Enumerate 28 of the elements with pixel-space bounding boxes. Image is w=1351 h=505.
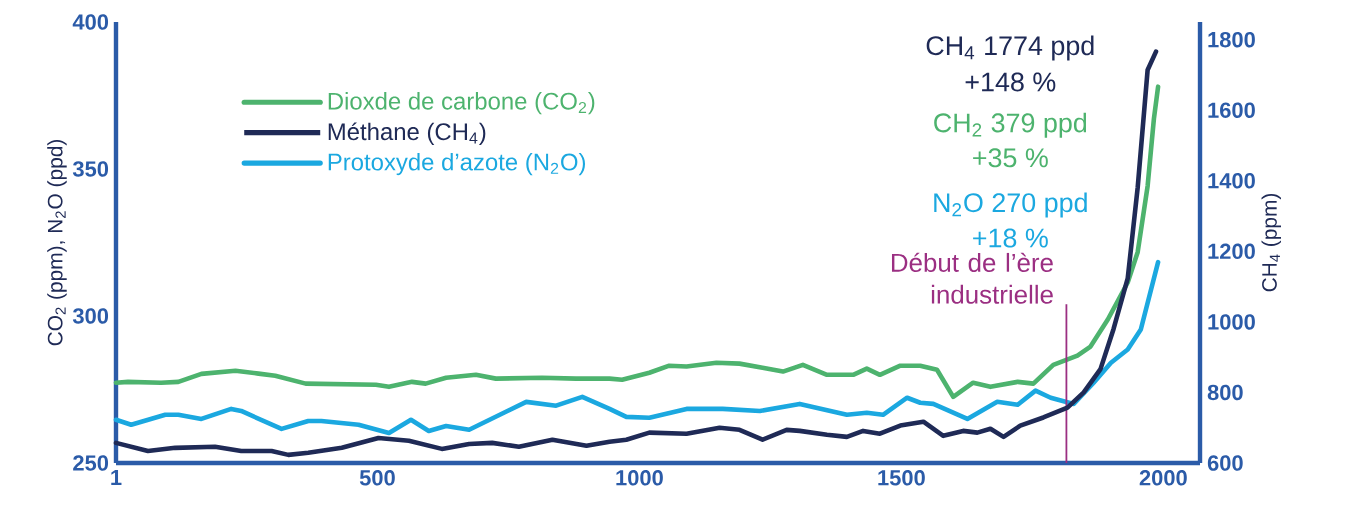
y2-tick-label: 1200 — [1208, 243, 1255, 260]
annotation: CH$_{2}$ 379 ppd — [934, 112, 1087, 138]
y2-tick-label: 1800 — [1208, 31, 1255, 48]
legend-label: Dioxde de carbone (CO$_{2}$) — [328, 92, 595, 115]
annotation: CH$_{4}$ 1774 ppd — [926, 35, 1094, 61]
y2-tick-label: 800 — [1207, 384, 1243, 401]
x-tick-label: 1 — [111, 470, 122, 486]
x-tick-label: 1500 — [878, 470, 925, 486]
ref-line-label: Début de l’ère industrielle — [891, 252, 1053, 304]
legend-label: Méthane (CH$_{4}$) — [328, 122, 486, 145]
y-tick-label: 350 — [72, 161, 109, 177]
y-tick-label: 400 — [72, 14, 109, 30]
y2-tick-label: 1400 — [1208, 173, 1255, 189]
legend-label: Protoxyde d’azote (N$_{2}$O) — [328, 152, 586, 176]
y-tick-label: 300 — [72, 308, 109, 324]
y2-tick-label: 1600 — [1208, 102, 1255, 118]
annotation: +35 % — [973, 148, 1048, 168]
x-tick-label: 1000 — [616, 470, 663, 486]
y-tick-label: 250 — [73, 455, 109, 471]
y2-axis-title: CH$_{4}$ (ppm) — [1261, 193, 1281, 292]
x-tick-label: 500 — [359, 470, 395, 486]
y2-tick-label: 600 — [1207, 455, 1243, 471]
annotation: +18 % — [973, 228, 1048, 248]
y2-tick-label: 1000 — [1208, 314, 1255, 330]
annotation: N$_{2}$O 270 ppd — [934, 192, 1087, 218]
annotation: +148 % — [965, 72, 1056, 92]
y-axis-title: CO$_{2}$ (ppm), N$_{2}$O (ppd) — [47, 139, 67, 346]
x-tick-label: 2000 — [1139, 470, 1187, 486]
